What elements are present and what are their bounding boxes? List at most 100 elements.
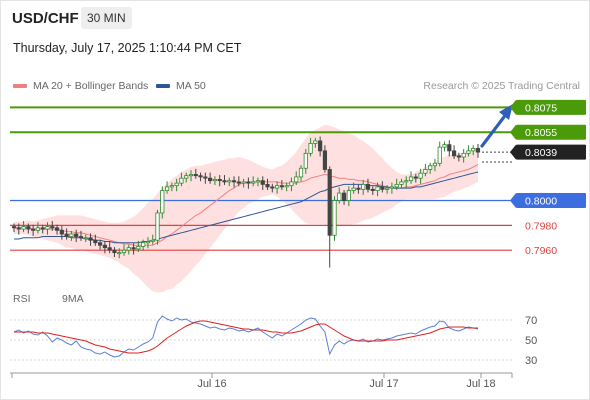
candle bbox=[212, 176, 218, 185]
candle bbox=[327, 166, 332, 268]
candle bbox=[298, 165, 304, 182]
target-arrow-head bbox=[499, 104, 513, 120]
candle bbox=[289, 177, 294, 192]
candle-body bbox=[83, 237, 88, 240]
level-label-pointer bbox=[510, 99, 516, 115]
level-lines-layer bbox=[10, 106, 512, 251]
candle-body bbox=[155, 212, 160, 241]
candle bbox=[255, 177, 261, 187]
candle bbox=[270, 183, 275, 193]
candle bbox=[471, 145, 476, 156]
candle-body bbox=[332, 200, 337, 236]
candle-body bbox=[35, 227, 41, 231]
candle-body bbox=[451, 150, 457, 157]
candle bbox=[184, 172, 189, 183]
candle-body bbox=[117, 252, 122, 255]
candle-body bbox=[380, 186, 385, 190]
candle bbox=[265, 178, 270, 190]
candle-body bbox=[107, 247, 112, 251]
level-label-pointer bbox=[510, 124, 516, 140]
candle-body bbox=[461, 152, 466, 158]
candle bbox=[145, 237, 151, 249]
candle bbox=[294, 171, 299, 185]
legend-9ma-label: 9MA bbox=[62, 293, 84, 305]
level-label-0.7960: 0.7960 bbox=[525, 245, 557, 257]
candle bbox=[380, 181, 385, 193]
candle-body bbox=[78, 236, 84, 239]
candle-body bbox=[318, 140, 323, 152]
level-value-text: 0.7980 bbox=[525, 220, 557, 232]
candle-body bbox=[423, 169, 428, 174]
candle bbox=[26, 223, 31, 234]
candle bbox=[318, 136, 323, 157]
candle bbox=[375, 182, 380, 197]
candle-body bbox=[399, 181, 404, 185]
candle bbox=[112, 247, 117, 257]
candle-body bbox=[260, 180, 265, 185]
level-value-text: 0.7960 bbox=[525, 245, 557, 257]
candle-body bbox=[93, 239, 98, 244]
candle-body bbox=[174, 182, 179, 187]
candle bbox=[21, 221, 26, 233]
candle bbox=[188, 170, 194, 182]
rsi-panel: 70 50 30 bbox=[10, 315, 537, 367]
candle-body bbox=[88, 237, 93, 241]
candle bbox=[217, 175, 222, 187]
candle bbox=[475, 144, 481, 158]
candle-body bbox=[475, 147, 481, 153]
candle-body bbox=[198, 175, 203, 178]
timeframe-button[interactable]: 30 MIN bbox=[81, 7, 132, 29]
candle-body bbox=[102, 244, 107, 249]
candle bbox=[231, 176, 237, 188]
candle-body bbox=[64, 233, 69, 237]
candle-body bbox=[40, 227, 45, 230]
candle-body bbox=[466, 150, 471, 154]
target-arrow-shaft bbox=[480, 115, 506, 148]
candle bbox=[466, 145, 471, 157]
level-label-0.8075: 0.8075 bbox=[510, 99, 586, 115]
candle bbox=[11, 223, 17, 233]
level-value-text: 0.8075 bbox=[525, 102, 557, 114]
candle-body bbox=[26, 226, 31, 230]
candle-body bbox=[428, 165, 433, 170]
candle bbox=[284, 182, 289, 192]
level-label-0.7980: 0.7980 bbox=[525, 220, 557, 232]
candle bbox=[313, 137, 318, 148]
candle bbox=[413, 173, 418, 183]
candle-body bbox=[246, 181, 251, 184]
candle bbox=[408, 171, 414, 184]
candle bbox=[117, 248, 122, 259]
candle-body bbox=[208, 177, 213, 182]
candle bbox=[45, 222, 50, 235]
research-credit: Research © 2025 Trading Central bbox=[423, 80, 580, 92]
legend-ma50: MA 50 bbox=[156, 80, 206, 92]
candle bbox=[102, 240, 107, 254]
candle-body bbox=[375, 186, 380, 191]
level-label-box bbox=[516, 193, 586, 209]
candle-body bbox=[21, 226, 26, 230]
candle-body bbox=[313, 140, 318, 144]
candle bbox=[208, 172, 213, 184]
candle-body bbox=[164, 186, 170, 191]
candle bbox=[164, 181, 170, 194]
candle bbox=[447, 140, 452, 157]
level-value-text: 0.8000 bbox=[525, 196, 557, 208]
candle-body bbox=[193, 174, 198, 177]
candle bbox=[394, 178, 399, 190]
candle bbox=[121, 244, 127, 256]
candle-body bbox=[351, 187, 356, 191]
candle-body bbox=[447, 144, 452, 152]
candle-body bbox=[456, 155, 461, 158]
candle-body bbox=[432, 162, 438, 167]
candle-body bbox=[255, 180, 261, 183]
level-label-0.8039: 0.8039 bbox=[510, 144, 586, 160]
candle bbox=[179, 172, 184, 187]
level-label-box bbox=[516, 144, 586, 160]
candle bbox=[59, 225, 64, 240]
candle-body bbox=[169, 185, 174, 188]
candle-body bbox=[322, 150, 328, 170]
candle-body bbox=[289, 181, 294, 187]
candle-body bbox=[251, 181, 256, 184]
candle-body bbox=[227, 180, 232, 183]
